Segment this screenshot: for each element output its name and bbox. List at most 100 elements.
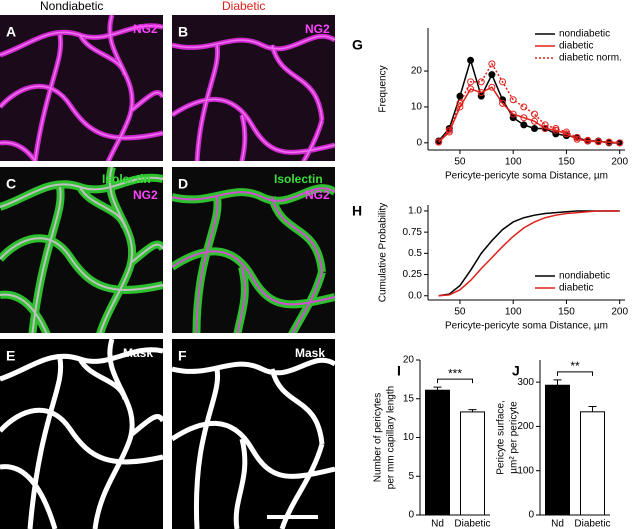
legend-label: diabetic norm. (559, 53, 622, 64)
y-tick-label: 10 (403, 432, 415, 443)
data-point (562, 128, 570, 136)
data-point (530, 117, 538, 125)
data-point (499, 99, 507, 107)
y-tick-label: 10 (411, 102, 423, 113)
panel-letter: E (6, 348, 15, 364)
y-tick-label: 1.0 (408, 206, 422, 217)
legend-label: diabetic (559, 41, 593, 52)
data-point (616, 139, 624, 147)
y-axis-label: Number of pericytes (373, 393, 384, 482)
panel-letter: H (352, 203, 362, 219)
error-bar (553, 379, 562, 386)
data-point (520, 121, 528, 129)
micrograph: A NG2 (0, 15, 163, 161)
y-tick-label: 0.75 (403, 227, 423, 238)
y-tick-label: 0.0 (408, 290, 422, 301)
error-bar (468, 409, 477, 412)
data-point (584, 136, 592, 144)
data-point (573, 133, 581, 141)
data-point (477, 89, 485, 97)
column-header: Diabetic (222, 0, 265, 13)
data-point (552, 124, 560, 132)
x-tick-label: 50 (454, 307, 466, 318)
data-line (438, 86, 620, 144)
y-tick-label: 0 (408, 510, 414, 521)
data-point (456, 92, 464, 100)
data-point (435, 138, 443, 146)
data-line (438, 210, 620, 297)
x-tick-label: 50 (454, 157, 466, 168)
x-tick-label: 200 (611, 157, 628, 168)
legend-label: nondiabetic (559, 271, 610, 282)
stain-label: Mask (123, 346, 153, 360)
y-tick-label: 0 (416, 137, 422, 148)
x-tick-label: 100 (505, 307, 522, 318)
bar (460, 411, 485, 516)
y-tick-label: 5 (408, 471, 414, 482)
y-tick-label: 20 (411, 66, 423, 77)
x-tick-label: Nd (431, 519, 444, 529)
y-tick-label: 20 (403, 355, 415, 366)
significance-label: ** (570, 359, 580, 373)
error-bar (588, 406, 597, 412)
micrograph: C Isolectin NG2 (0, 167, 163, 333)
data-point (520, 103, 528, 111)
stain-label: NG2 (305, 188, 330, 202)
data-point (594, 137, 602, 145)
legend-label: nondiabetic (559, 29, 610, 40)
micrograph: B NG2 (172, 15, 335, 161)
error-bar (433, 386, 442, 391)
y-axis-label: per mm capillary length (386, 386, 397, 489)
panel-letter: I (397, 363, 401, 379)
x-tick-label: Nd (551, 519, 564, 529)
panel-letter: D (178, 176, 188, 192)
y-tick-label: 100 (517, 465, 534, 476)
bar (425, 389, 450, 516)
x-tick-label: 100 (505, 157, 522, 168)
significance-bracket (437, 378, 473, 384)
y-tick-label: 0.25 (403, 269, 423, 280)
data-line (438, 62, 620, 144)
y-tick-label: 300 (517, 377, 534, 388)
stain-label: NG2 (305, 22, 330, 36)
micrograph: E Mask (0, 339, 163, 529)
data-point (605, 138, 613, 146)
data-point (445, 126, 453, 134)
x-tick-label: Diabetic (574, 519, 610, 529)
stain-label: Isolectin (102, 172, 151, 186)
panel-letter: C (6, 176, 16, 192)
y-tick-label: 0.5 (408, 248, 422, 259)
data-point (541, 121, 549, 129)
data-point (488, 83, 496, 91)
panel-letter: F (178, 348, 187, 364)
data-point (467, 78, 475, 86)
x-tick-label: 150 (558, 157, 575, 168)
panel-letter: G (352, 37, 363, 53)
legend-label: diabetic (559, 283, 593, 294)
stain-label: NG2 (133, 188, 158, 202)
x-axis-label: Pericyte-pericyte soma Distance, µm (445, 171, 608, 182)
y-axis-label: µm² per pericyte (509, 401, 520, 474)
micrograph: D Isolectin NG2 (172, 167, 335, 333)
column-header: Nondiabetic (40, 0, 103, 13)
data-point (520, 114, 528, 122)
data-point (477, 78, 485, 86)
significance-label: *** (448, 366, 462, 380)
data-line (438, 57, 620, 144)
x-tick-label: 150 (558, 307, 575, 318)
x-tick-label: Diabetic (454, 519, 490, 529)
data-point (488, 71, 496, 79)
panel-letter: A (6, 24, 16, 40)
data-point (509, 96, 517, 104)
stain-label: Mask (295, 346, 325, 360)
x-axis-label: Pericyte-pericyte soma Distance, µm (445, 321, 608, 332)
micrograph: F Mask (172, 339, 335, 529)
y-axis-label: Frequency (378, 65, 389, 112)
data-point (541, 124, 549, 132)
stain-label: NG2 (133, 22, 158, 36)
x-tick-label: 200 (611, 307, 628, 318)
y-axis-label: Cumulative Probability (378, 203, 389, 303)
significance-bracket (557, 371, 593, 376)
data-point (488, 60, 496, 68)
